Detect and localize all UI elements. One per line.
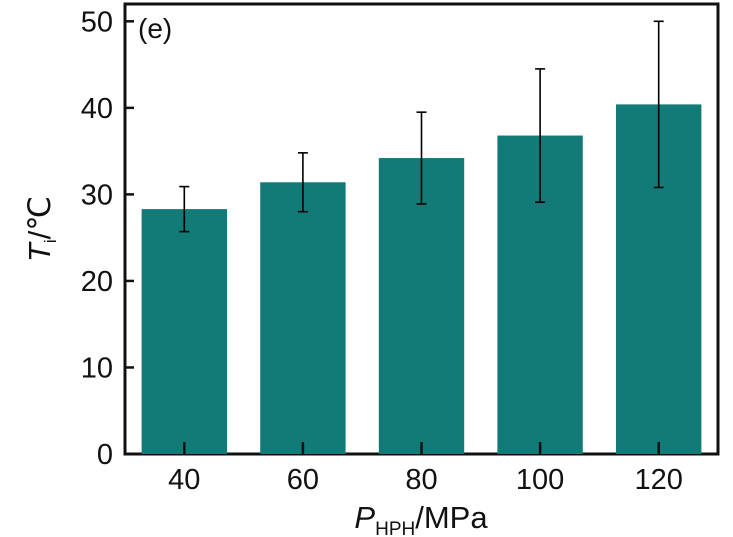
y-tick-label-30: 30 bbox=[81, 179, 113, 211]
y-tick-label-10: 10 bbox=[81, 352, 113, 384]
error-bars-group bbox=[179, 20, 664, 233]
bar-80 bbox=[378, 158, 465, 455]
x-axis-title-symbol: P bbox=[354, 500, 375, 535]
y-ticks-group: 0 10 20 30 40 50 bbox=[81, 6, 134, 471]
bars-group bbox=[141, 104, 702, 455]
x-ticks-group: 40 60 80 100 120 bbox=[168, 442, 683, 496]
x-axis-title-subscript: HPH bbox=[375, 519, 415, 537]
x-tick-label-120: 120 bbox=[635, 464, 683, 496]
x-axis-title: PHPH/MPa bbox=[354, 500, 488, 537]
x-tick-label-40: 40 bbox=[168, 464, 200, 496]
y-axis-title: Ti/℃ bbox=[22, 196, 60, 262]
y-axis-title-subscript: i bbox=[41, 239, 60, 243]
y-axis-title-unit: /℃ bbox=[22, 196, 57, 239]
panel-label: (e) bbox=[138, 13, 172, 44]
y-tick-label-20: 20 bbox=[81, 266, 113, 298]
y-axis-title-symbol: T bbox=[22, 241, 57, 262]
x-tick-label-80: 80 bbox=[405, 464, 437, 496]
bar-60 bbox=[260, 182, 346, 454]
bar-40 bbox=[141, 209, 227, 454]
y-tick-label-0: 0 bbox=[97, 439, 113, 471]
x-tick-label-60: 60 bbox=[287, 464, 319, 496]
y-tick-label-40: 40 bbox=[81, 93, 113, 125]
y-tick-label-50: 50 bbox=[81, 6, 113, 38]
x-tick-label-100: 100 bbox=[516, 464, 564, 496]
x-axis-title-unit: /MPa bbox=[415, 500, 488, 535]
